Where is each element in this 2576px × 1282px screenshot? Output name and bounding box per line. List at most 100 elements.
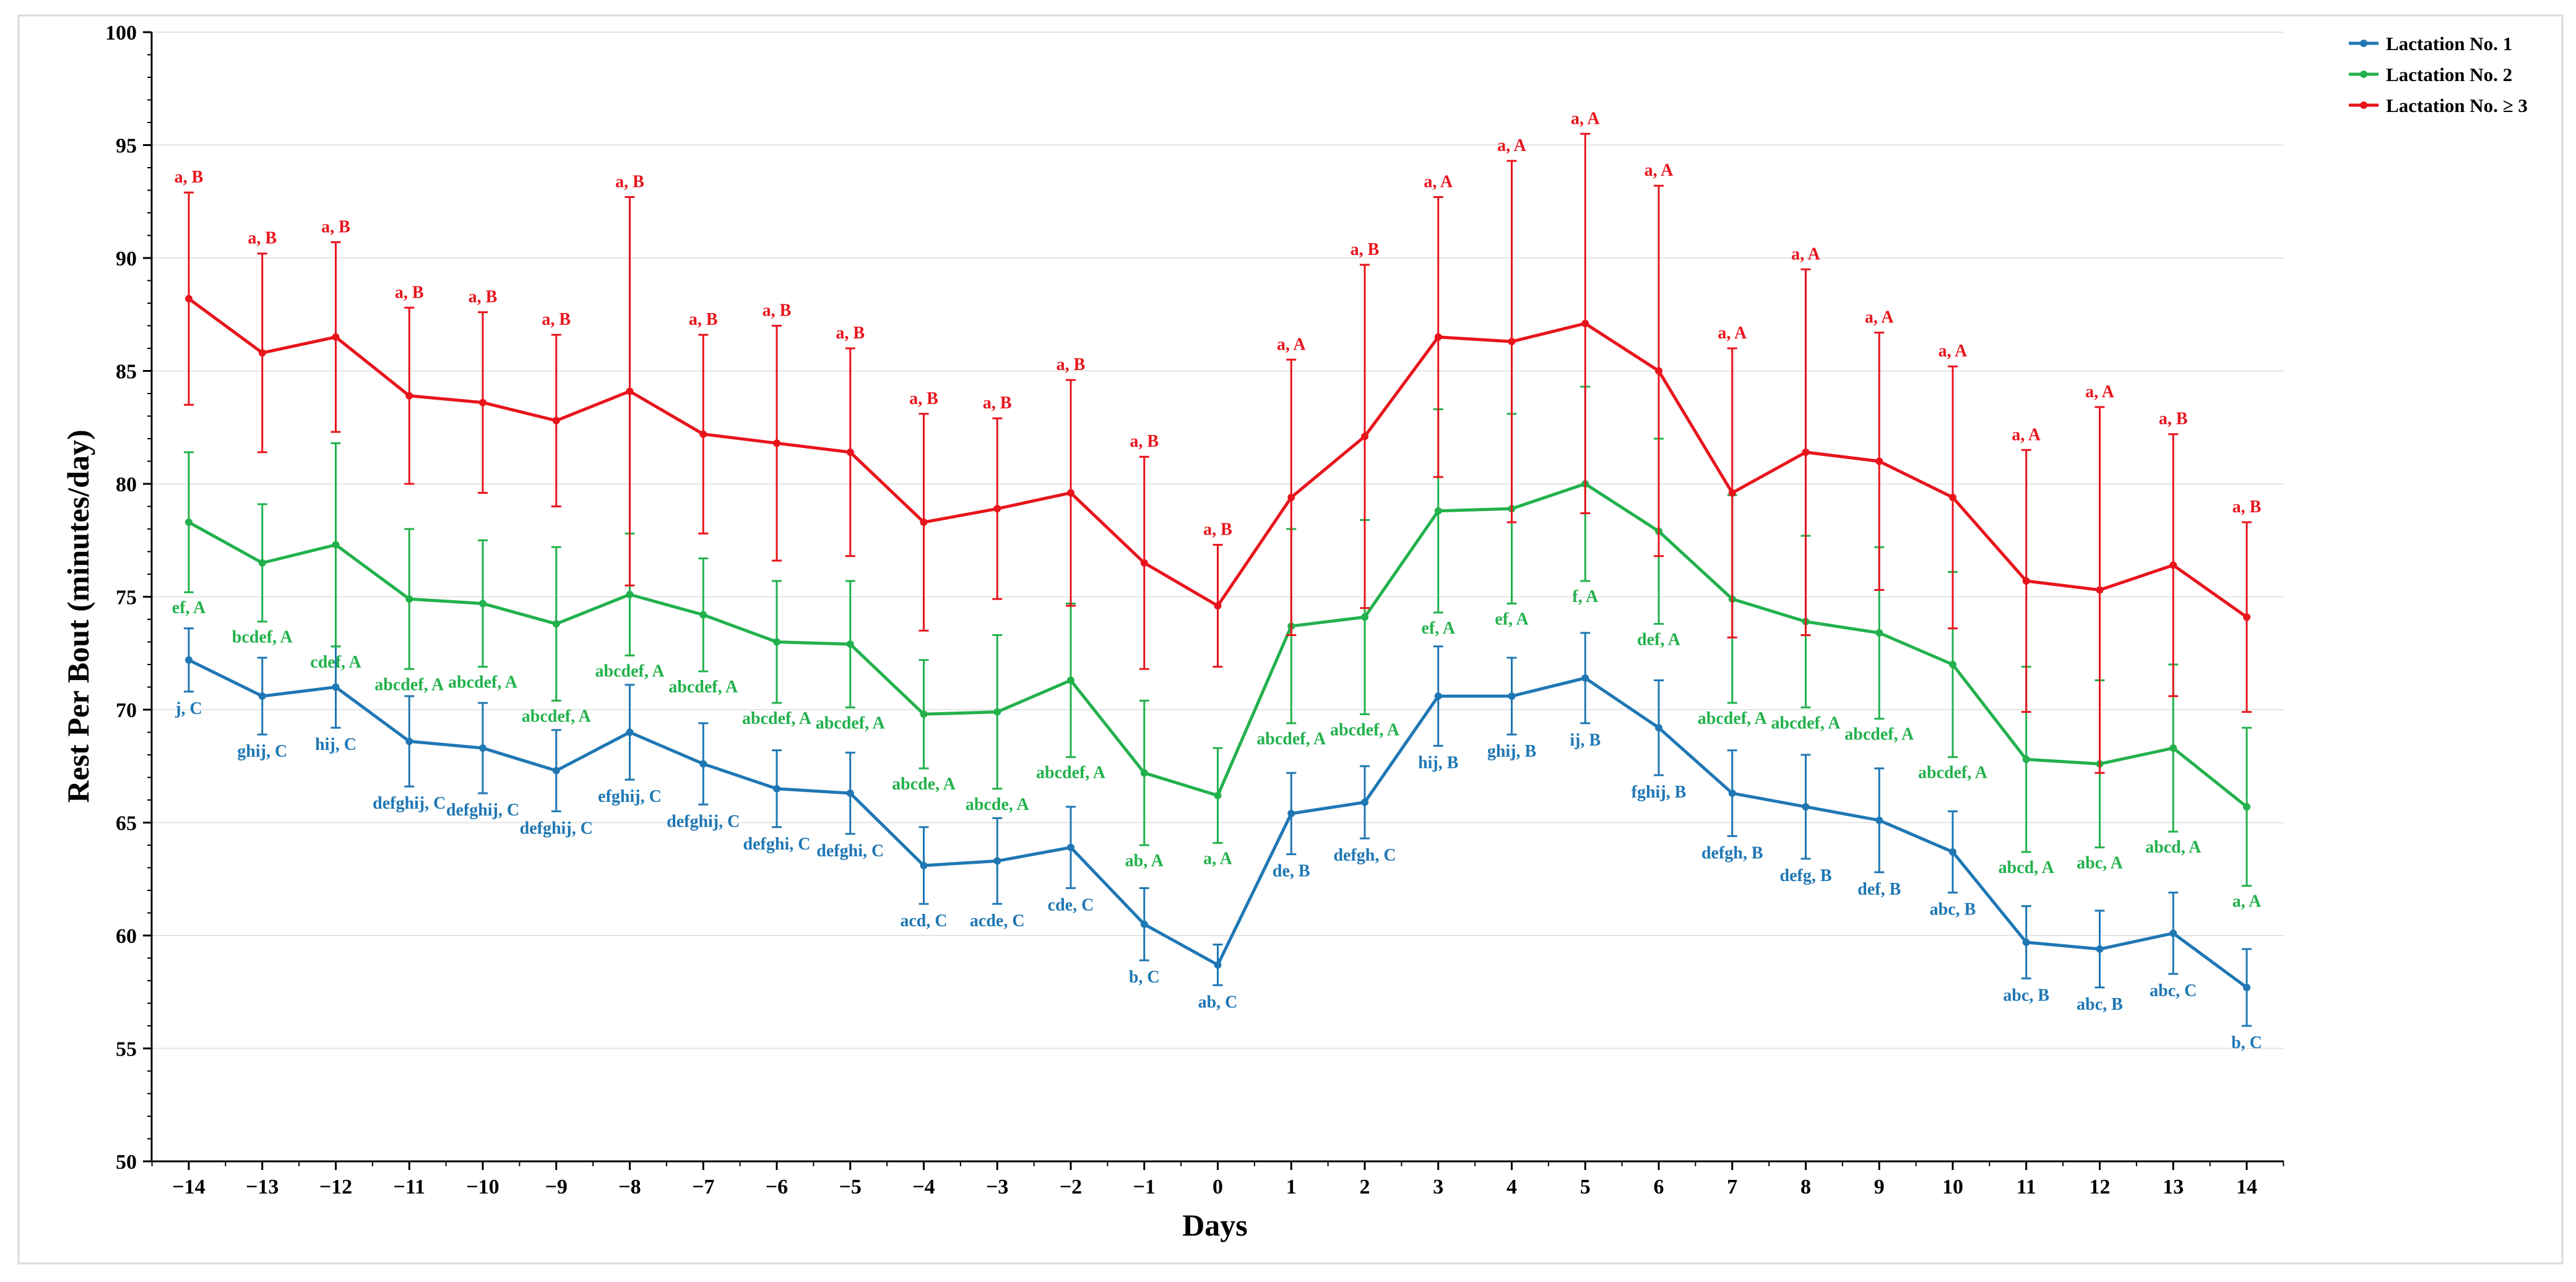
data-point (2022, 755, 2030, 764)
x-tick-label: −3 (986, 1176, 1008, 1198)
data-point (1434, 507, 1442, 515)
data-point (332, 683, 340, 691)
data-point (332, 541, 340, 549)
data-label: defgh, B (1701, 843, 1763, 863)
data-point (1655, 724, 1662, 732)
data-label: abcdef, A (1698, 709, 1768, 728)
data-point (699, 611, 707, 619)
data-label: a, A (1424, 172, 1453, 191)
data-label: abcdef, A (1771, 713, 1841, 733)
data-point (479, 744, 486, 752)
data-label: abcdef, A (1256, 729, 1326, 749)
data-point (2022, 577, 2030, 585)
data-label: abc, B (2077, 995, 2123, 1014)
data-point (773, 785, 780, 793)
data-point (626, 387, 634, 395)
data-point (1802, 448, 1810, 456)
data-label: acde, C (970, 911, 1025, 931)
data-point (2243, 802, 2250, 811)
data-point (846, 789, 854, 798)
data-point (405, 738, 413, 746)
data-label: a, A (2085, 382, 2114, 402)
data-point (993, 708, 1001, 716)
data-label: defghi, C (816, 841, 884, 861)
data-point (993, 505, 1001, 513)
data-point (773, 439, 780, 447)
data-label: cdef, A (310, 653, 361, 672)
data-label: defghij, C (446, 801, 519, 820)
legend-label: Lactation No. 2 (2386, 64, 2512, 85)
data-label: abcd, A (1999, 858, 2055, 877)
data-point (1361, 798, 1368, 806)
data-point (773, 638, 780, 646)
data-label: a, A (1645, 161, 1674, 180)
data-label: hij, B (1418, 753, 1458, 772)
data-label: abcdef, A (448, 673, 518, 692)
data-point (479, 398, 486, 407)
data-label: a, A (1277, 335, 1306, 354)
data-point (846, 448, 854, 456)
data-point (2096, 586, 2104, 594)
y-tick-label: 75 (116, 587, 137, 609)
data-point (1508, 692, 1516, 700)
data-label: a, A (2232, 892, 2262, 911)
data-label: defghij, C (667, 812, 740, 831)
data-label: ij, B (1570, 731, 1601, 750)
data-point (1875, 816, 1883, 824)
data-label: a, B (1351, 240, 1380, 259)
data-label: j, C (175, 699, 202, 718)
x-tick-label: 11 (2016, 1176, 2036, 1198)
y-tick-label: 55 (116, 1038, 137, 1061)
x-tick-label: −12 (319, 1176, 352, 1198)
data-label: abcd, A (2145, 838, 2202, 857)
data-point (258, 692, 266, 700)
x-tick-label: −10 (466, 1176, 499, 1198)
x-tick-label: −2 (1060, 1176, 1082, 1198)
x-tick-label: 5 (1580, 1176, 1591, 1198)
data-label: a, B (615, 172, 644, 191)
data-point (1214, 791, 1222, 799)
data-point (405, 392, 413, 400)
data-point (1140, 559, 1148, 567)
data-label: abc, A (2077, 854, 2123, 873)
x-tick-label: 12 (2090, 1176, 2111, 1198)
data-label: a, A (1865, 308, 1894, 327)
data-point (479, 600, 486, 608)
legend-label: Lactation No. ≥ 3 (2386, 95, 2528, 116)
data-label: abcde, A (892, 775, 956, 794)
y-tick-label: 95 (116, 135, 137, 158)
data-point (552, 767, 560, 775)
data-point (1949, 661, 1956, 668)
data-point (1067, 676, 1074, 684)
data-label: defghij, C (373, 794, 446, 813)
data-point (185, 656, 192, 664)
data-label: a, B (321, 217, 350, 236)
data-point (1434, 333, 1442, 341)
data-point (1067, 843, 1074, 851)
data-label: abcdef, A (595, 661, 665, 681)
data-point (258, 559, 266, 567)
data-label: ef, A (172, 598, 206, 617)
x-tick-label: 1 (1286, 1176, 1297, 1198)
data-point (699, 430, 707, 438)
x-tick-label: 13 (2163, 1176, 2184, 1198)
legend-swatch-marker (2360, 71, 2367, 78)
y-tick-label: 80 (116, 473, 137, 496)
data-point (1214, 961, 1222, 969)
data-label: a, A (1938, 342, 1968, 361)
data-label: abcdef, A (668, 678, 738, 697)
data-point (920, 518, 928, 527)
data-label: a, A (2012, 425, 2041, 444)
data-label: a, B (689, 310, 718, 329)
data-point (332, 333, 340, 341)
data-point (1581, 319, 1589, 327)
y-tick-label: 100 (105, 22, 137, 45)
legend-label: Lactation No. 1 (2386, 33, 2512, 54)
data-point (846, 640, 854, 648)
x-tick-label: 2 (1360, 1176, 1370, 1198)
data-label: abc, B (2003, 986, 2049, 1005)
data-point (552, 416, 560, 424)
data-label: abcdef, A (1330, 720, 1400, 739)
